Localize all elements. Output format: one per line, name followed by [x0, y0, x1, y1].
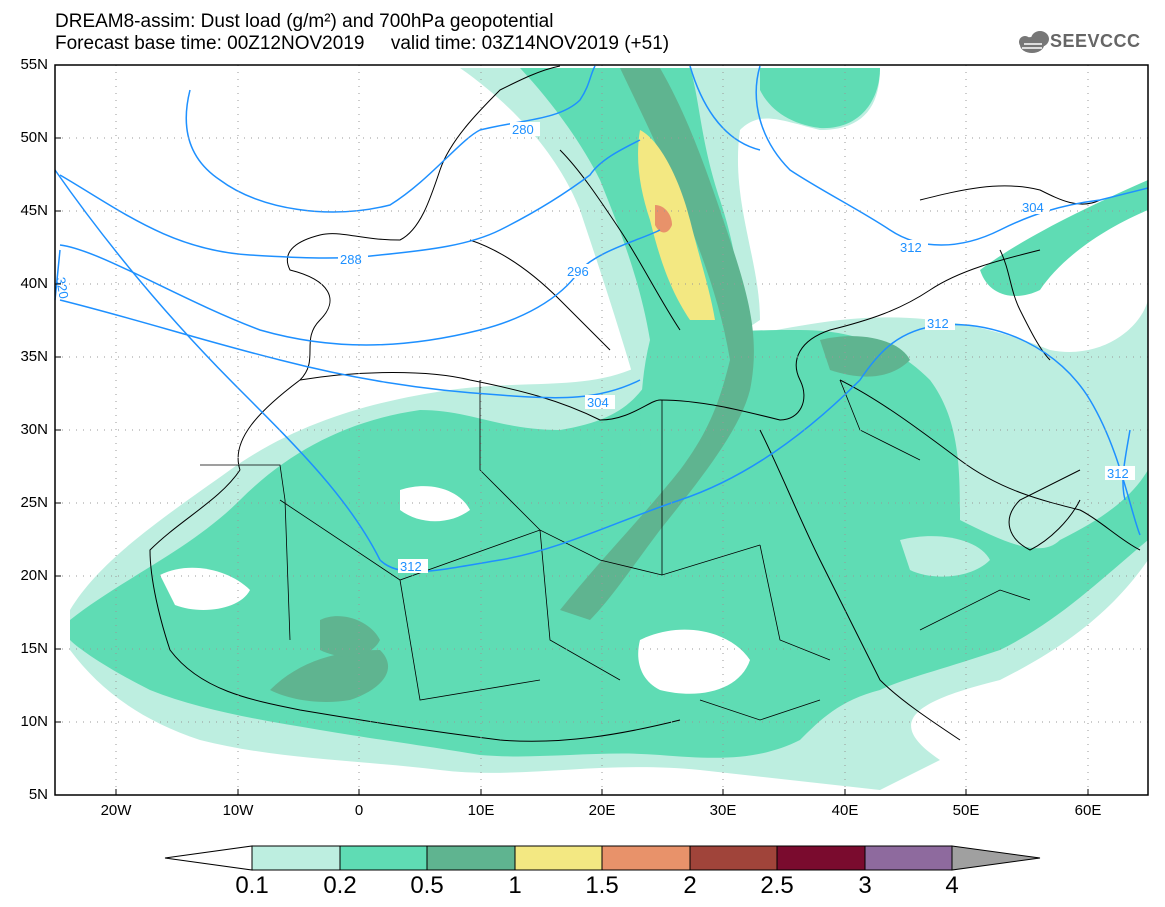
lat-label: 10N — [20, 713, 48, 730]
colorbar-swatch — [339, 845, 428, 871]
lon-label: 20W — [100, 802, 132, 819]
coastlines — [149, 65, 1141, 742]
colorbar-label: 4 — [945, 872, 959, 899]
contour-label: 288 — [340, 252, 362, 267]
colorbar-label: 1 — [508, 872, 522, 899]
map-title: DREAM8-assim: Dust load (g/m²) and 700hP… — [55, 11, 554, 32]
lon-label: 30E — [709, 802, 737, 819]
contour-label: 312 — [927, 316, 949, 331]
lat-label: 35N — [20, 348, 48, 365]
lat-label: 20N — [20, 567, 48, 584]
contour-label: 312 — [900, 240, 922, 255]
colorbar-swatch — [251, 845, 341, 871]
lat-label: 25N — [20, 494, 48, 511]
lat-label: 40N — [20, 275, 48, 292]
colorbar-under-arrow — [164, 845, 253, 871]
contour-label: 280 — [512, 122, 534, 137]
colorbar-label: 0.5 — [410, 872, 444, 899]
graticule — [55, 65, 1148, 795]
colorbar-swatch — [776, 845, 866, 871]
colorbar-swatch — [689, 845, 778, 871]
axis-ticks — [55, 64, 1089, 795]
contour-label: 296 — [567, 264, 589, 279]
lon-label: 60E — [1074, 802, 1102, 819]
colorbar-label: 3 — [858, 872, 872, 899]
contour-label: 312 — [400, 559, 422, 574]
colorbar-label: 2.5 — [760, 872, 794, 899]
lon-label: 50E — [952, 802, 980, 819]
colorbar — [164, 845, 1041, 871]
colorbar-label: 0.1 — [235, 872, 269, 899]
colorbar-over-arrow — [951, 845, 1041, 871]
lon-label: 40E — [831, 802, 859, 819]
contour-label: 320 — [53, 276, 72, 300]
colorbar-label: 0.2 — [323, 872, 357, 899]
lat-label: 30N — [20, 421, 48, 438]
colorbar-swatch — [426, 845, 516, 871]
lat-label: 45N — [20, 202, 48, 219]
logo-text: SEEVCCC — [1050, 31, 1141, 51]
lon-label: 20E — [588, 802, 616, 819]
lat-label: 5N — [28, 786, 48, 803]
lat-label: 50N — [20, 129, 48, 146]
lat-label: 15N — [20, 640, 48, 657]
lon-label: 10W — [222, 802, 254, 819]
colorbar-swatch — [514, 845, 603, 871]
lon-label: 10E — [467, 802, 495, 819]
contour-label: 304 — [1022, 200, 1044, 215]
colorbar-label: 2 — [683, 872, 697, 899]
contour-label: 304 — [587, 395, 609, 410]
cloud-icon — [1019, 31, 1049, 53]
lon-label: 0 — [354, 802, 364, 819]
lat-label: 55N — [20, 56, 48, 73]
map-subtitle: Forecast base time: 00Z12NOV2019 valid t… — [55, 33, 670, 54]
colorbar-label: 1.5 — [585, 872, 619, 899]
contour-labels: 280 288 296 304 304 312 312 312 312 320 — [53, 122, 1135, 574]
colorbar-swatch — [864, 845, 953, 871]
contour-label: 312 — [1107, 466, 1129, 481]
dust-field — [70, 68, 1148, 790]
colorbar-swatch — [601, 845, 691, 871]
